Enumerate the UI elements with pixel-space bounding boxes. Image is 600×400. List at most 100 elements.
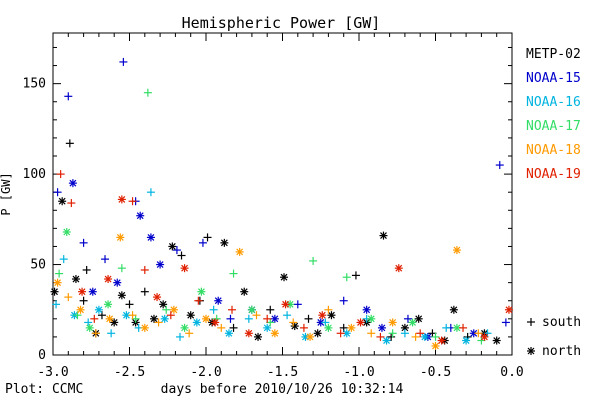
- data-point-noaa-17-south: [55, 269, 64, 278]
- data-point-metp-02-south: [266, 305, 275, 314]
- data-point-noaa-15-south: [403, 314, 412, 323]
- data-point-noaa-18-south: [289, 318, 298, 327]
- data-point-noaa-19-south: [166, 311, 175, 320]
- data-point-noaa-17-south: [117, 264, 126, 273]
- data-point-noaa-19-south: [459, 323, 468, 332]
- data-point-noaa-15-south: [101, 255, 110, 264]
- data-point-metp-02-north: [414, 314, 423, 323]
- data-point-noaa-15-north: [270, 314, 279, 323]
- data-point-noaa-18-north: [306, 332, 315, 341]
- data-point-noaa-18-north: [76, 305, 85, 314]
- symbol-legend-label: south: [542, 315, 581, 330]
- data-point-noaa-18-south: [474, 329, 483, 338]
- data-point-noaa-16-south: [107, 329, 116, 338]
- legend-item-noaa-19: NOAA-19: [526, 167, 581, 182]
- y-tick-label: 50: [30, 258, 46, 273]
- x-tick-label: -0.5: [420, 365, 451, 380]
- legend-item-noaa-18: NOAA-18: [526, 143, 581, 158]
- data-point-noaa-19-south: [90, 314, 99, 323]
- data-point-noaa-16-north: [94, 305, 103, 314]
- data-point-noaa-16-north: [462, 336, 471, 345]
- data-point-noaa-19-north: [394, 264, 403, 273]
- data-point-metp-02-south: [177, 251, 186, 260]
- data-point-noaa-19-south: [376, 332, 385, 341]
- data-point-noaa-16-north: [382, 336, 391, 345]
- data-point-metp-02-north: [50, 287, 59, 296]
- data-point-noaa-19-south: [194, 296, 203, 305]
- data-point-noaa-18-south: [185, 329, 194, 338]
- data-point-noaa-18-south: [217, 323, 226, 332]
- data-point-noaa-15-north: [362, 305, 371, 314]
- data-point-noaa-18-north: [235, 247, 244, 256]
- data-point-noaa-19-north: [281, 300, 290, 309]
- symbol-legend-south: south: [527, 315, 581, 330]
- data-point-noaa-15-north: [136, 211, 145, 220]
- data-point-noaa-16-south: [283, 311, 292, 320]
- data-point-noaa-15-north: [377, 323, 386, 332]
- data-point-noaa-16-north: [224, 329, 233, 338]
- legend-item-metp-02: METP-02: [526, 47, 581, 62]
- data-point-noaa-18-north: [202, 314, 210, 323]
- data-points: [50, 57, 513, 350]
- data-point-noaa-18-south: [91, 329, 100, 338]
- x-tick-label: -2.0: [190, 365, 221, 380]
- x-tick-label: -1.0: [343, 365, 374, 380]
- data-point-noaa-15-south: [64, 92, 73, 101]
- legend-item-noaa-17: NOAA-17: [526, 119, 581, 134]
- data-point-noaa-19-north: [211, 318, 220, 327]
- data-point-noaa-18-north: [452, 246, 461, 255]
- data-point-noaa-16-north: [192, 318, 201, 327]
- data-point-noaa-15-south: [293, 300, 302, 309]
- data-point-metp-02-north: [58, 197, 67, 206]
- data-point-metp-02-north: [117, 291, 126, 300]
- data-point-noaa-17-south: [431, 332, 440, 341]
- data-point-noaa-16-south: [146, 188, 155, 197]
- data-point-noaa-17-north: [452, 323, 461, 332]
- data-point-noaa-17-north: [367, 314, 376, 323]
- data-point-metp-02-north: [240, 287, 249, 296]
- data-point-noaa-19-north: [78, 287, 87, 296]
- data-point-noaa-16-south: [442, 323, 451, 332]
- data-point-noaa-17-south: [162, 305, 171, 314]
- data-point-noaa-15-south: [226, 314, 235, 323]
- data-point-metp-02-north: [110, 318, 119, 327]
- legend-item-noaa-15: NOAA-15: [526, 71, 581, 86]
- data-point-metp-02-south: [140, 287, 149, 296]
- y-tick-label: 150: [23, 77, 46, 92]
- data-point-noaa-17-south: [388, 329, 397, 338]
- data-point-noaa-16-south: [400, 329, 409, 338]
- data-point-noaa-18-north: [140, 323, 149, 332]
- symbol-legend-label: north: [542, 344, 581, 359]
- data-point-noaa-19-north: [356, 318, 365, 327]
- data-point-noaa-16-south: [52, 300, 61, 309]
- data-point-metp-02-north: [71, 275, 80, 284]
- data-point-noaa-19-south: [56, 170, 65, 179]
- y-axis-label: P [GW]: [0, 172, 13, 215]
- data-point-metp-02-north: [280, 273, 289, 282]
- data-point-metp-02-north: [168, 242, 177, 251]
- data-point-noaa-15-north: [156, 260, 165, 269]
- data-point-noaa-17-south: [143, 88, 152, 97]
- data-point-noaa-18-north: [169, 305, 178, 314]
- data-point-noaa-19-north: [437, 336, 446, 345]
- data-point-noaa-16-south: [244, 314, 253, 323]
- data-point-noaa-15-south: [501, 318, 510, 327]
- data-point-noaa-18-north: [347, 323, 356, 332]
- data-point-noaa-18-north: [431, 341, 440, 350]
- data-point-noaa-17-south: [229, 269, 238, 278]
- data-point-noaa-19-north: [318, 311, 327, 320]
- axes: -3.0 -2.5 -2.0 -1.5 -1.0 -0.5 0.0 0 50 100 150: [23, 33, 524, 380]
- data-point-noaa-19-north: [117, 195, 126, 204]
- data-point-noaa-16-south: [84, 318, 93, 327]
- data-point-metp-02-north: [186, 311, 195, 320]
- data-point-metp-02-north: [220, 238, 229, 247]
- data-point-noaa-16-north: [263, 323, 272, 332]
- data-point-noaa-19-south: [128, 197, 137, 206]
- series-legend: METP-02 NOAA-15 NOAA-16 NOAA-17 NOAA-18 NOAA-…: [526, 47, 581, 182]
- data-point-noaa-19-south: [228, 305, 237, 314]
- data-point-metp-02-north: [149, 314, 158, 323]
- data-point-noaa-18-south: [367, 329, 376, 338]
- data-point-noaa-17-north: [197, 287, 206, 296]
- data-point-metp-02-north: [379, 231, 388, 240]
- data-point-noaa-19-north: [180, 264, 189, 273]
